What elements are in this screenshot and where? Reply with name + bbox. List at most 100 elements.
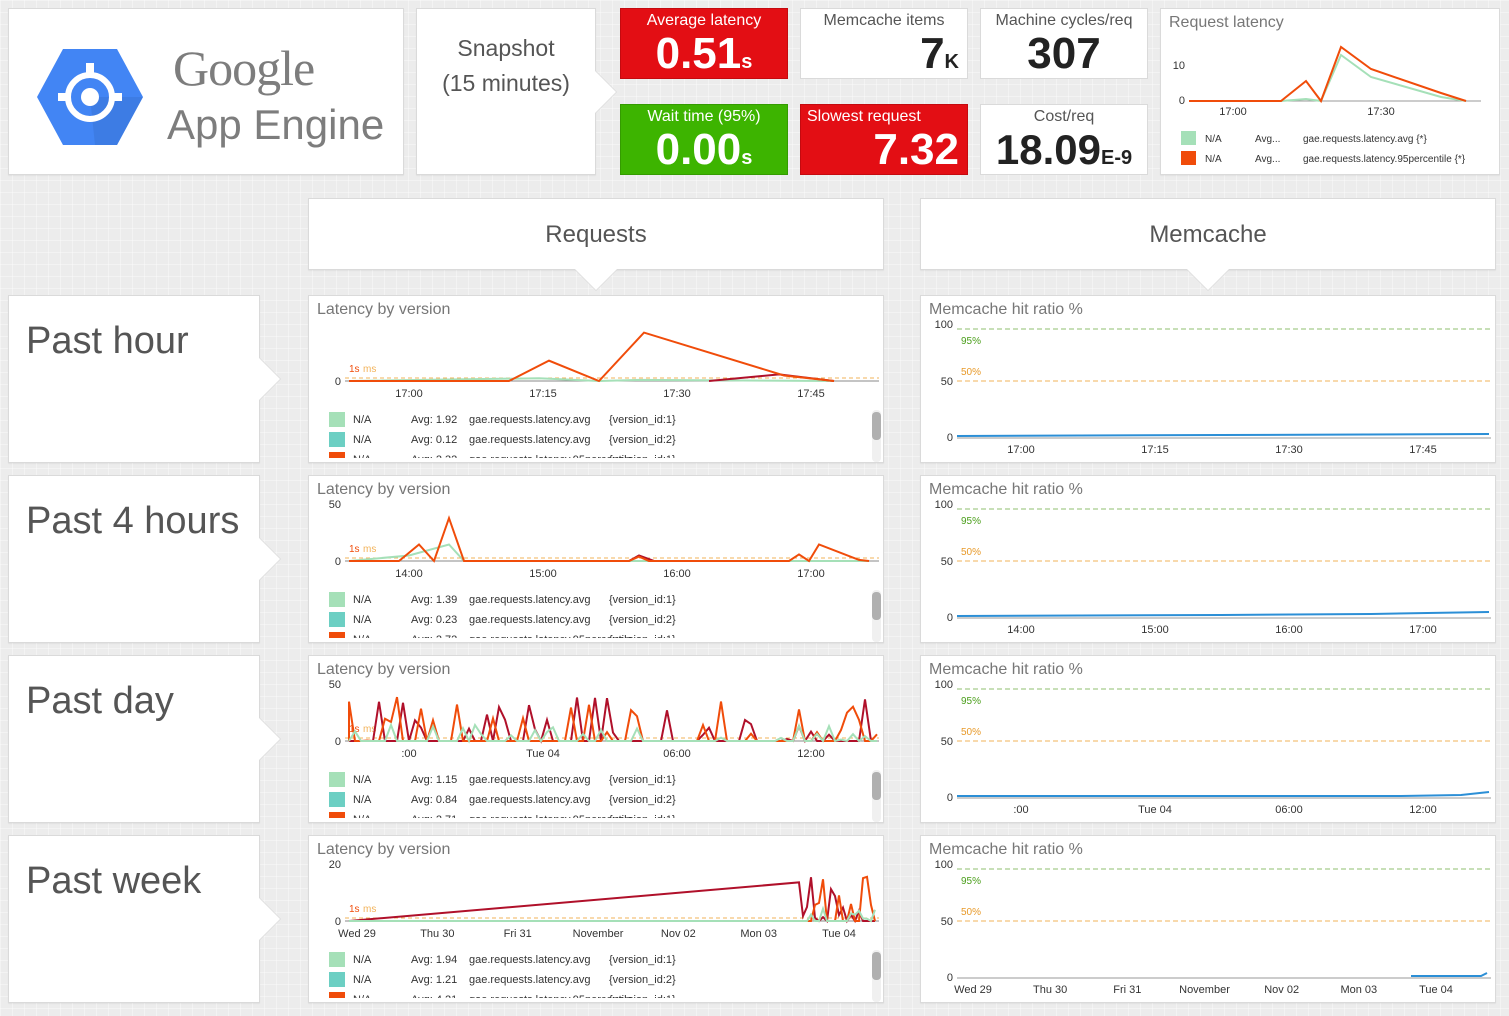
legend-swatch [329,412,345,427]
legend-avg: Avg: 1.39 [411,594,458,606]
latency-chart-past-week[interactable]: Latency by version 20 0 1s ms Wed 29 Thu 30 Fri… [308,835,884,1003]
legend-metric: gae.requests.latency.95percentile [469,814,633,818]
wait-time-tile[interactable]: Wait time (95%) 0.00s [620,104,788,175]
x-tick: 12:00 [797,748,825,760]
legend-metric: gae.requests.latency.avg {*} [1303,134,1427,145]
marker-label: ms [363,544,376,555]
latency-chart-past-hour[interactable]: Latency by version 0 1s ms 17:00 17:15 17:30 17… [308,295,884,463]
tile-label: Memcache items [823,12,945,29]
app-engine-logo-panel: Google App Engine [8,8,404,175]
legend-version: {version_id:2} [609,794,676,806]
threshold-50-label: 50% [961,367,981,378]
legend-row[interactable]: N/A Avg: 1.39 gae.requests.latency.avg {ver… [329,590,869,610]
chart-plot: 20 0 1s ms Wed 29 Thu 30 Fri 31 November Nov 02 M… [329,859,879,940]
memcache-chart-past-week[interactable]: Memcache hit ratio % 100 50 0 95% 50% Wed 29 Th… [920,835,1496,1003]
legend-row[interactable]: N/A Avg: 0.23 gae.requests.latency.avg {ver… [329,610,869,630]
legend-version: {version_id:1} [609,414,676,426]
legend-version: {version_id:2} [609,434,676,446]
legend-row[interactable]: N/A Avg: 1.92 gae.requests.latency.avg {ver… [329,410,869,430]
memcache-chart-past-day[interactable]: Memcache hit ratio % 100 50 0 95% 50%:00 Tue 0… [920,655,1496,823]
y-tick: 0 [947,972,953,984]
marker-label: 1s [349,904,360,915]
cost-per-request-tile[interactable]: Cost/req 18.09E-9 [980,104,1148,175]
legend-row[interactable]: N/A Avg: 4.21 gae.requests.latency.95perce… [329,990,869,998]
legend-na: N/A [353,634,371,638]
y-tick: 50 [329,679,341,691]
tile-value: 0.00s [655,125,753,174]
x-tick: 17:45 [1409,444,1437,456]
memcache-chart-past-4-hours[interactable]: Memcache hit ratio % 100 50 0 95% 50% 14:00 15:… [920,475,1496,643]
legend-swatch [329,812,345,818]
legend-row[interactable]: N/A Avg: 1.15 gae.requests.latency.avg {ver… [329,770,869,790]
legend-metric: gae.requests.latency.avg [469,594,591,606]
memcache-items-tile[interactable]: Memcache items 7K [800,8,968,79]
chart-title: Memcache hit ratio % [929,661,1083,678]
x-tick: 06:00 [1275,804,1303,816]
legend-swatch [1181,151,1196,165]
chart-plot: 50 0 1s ms:00 Tue 04 06:00 12:00 [329,679,879,760]
series-avg-v1 [349,905,876,923]
scrollbar-thumb[interactable] [872,952,881,980]
series-95p-v2 [348,877,875,924]
chart-title: Memcache hit ratio % [929,481,1083,498]
threshold-95-label: 95% [961,336,981,347]
legend-na: N/A [353,794,372,806]
column-title: Memcache [1149,221,1267,248]
marker-label: ms [363,904,376,915]
snapshot-title: Snapshot (15 minutes) [417,31,595,101]
y-tick: 100 [935,859,953,871]
legend-scrollbar[interactable] [872,950,881,1002]
latency-chart-past-day[interactable]: Latency by version 50 0 1s ms:00 Tue 04 06:00 1… [308,655,884,823]
legend-swatch [329,792,345,807]
tile-label: Cost/req [1033,108,1095,125]
legend-scrollbar[interactable] [872,590,881,642]
legend-swatch [329,452,345,458]
legend-metric: gae.requests.latency.95percentile [469,994,633,998]
legend-row[interactable]: N/A Avg: 1.21 gae.requests.latency.avg {ver… [329,970,869,990]
x-tick: Tue 04 [1138,804,1172,816]
logo-brand-text: Google [173,40,315,96]
legend-row[interactable]: N/A Avg: 2.71 gae.requests.latency.95perce… [329,810,869,818]
legend-row[interactable]: N/A Avg: 2.72 gae.requests.latency.95perce… [329,630,869,638]
legend-avg: Avg: 4.21 [411,994,457,998]
legend-row[interactable]: N/A Avg: 1.94 gae.requests.latency.avg {ver… [329,950,869,970]
snapshot-line2: (15 minutes) [442,70,570,96]
legend-metric: gae.requests.latency.95percentile [469,454,633,458]
slowest-request-tile[interactable]: Slowest request 7.32 [800,104,968,175]
x-tick: 17:30 [1367,106,1395,118]
tile-value: 7.32 [873,125,959,174]
machine-cycles-tile[interactable]: Machine cycles/req 307 [980,8,1148,79]
legend-row[interactable]: N/A Avg: 0.12 gae.requests.latency.avg {ver… [329,430,869,450]
latency-chart-past-4-hours[interactable]: Latency by version 50 0 1s ms 14:00 15:00 16:00… [308,475,884,643]
x-tick: 17:00 [1219,106,1247,118]
scrollbar-thumb[interactable] [872,772,881,800]
chart-legend: N/A Avg: 1.39 gae.requests.latency.avg {ver… [329,590,869,638]
legend-scrollbar[interactable] [872,410,881,462]
marker-label: ms [363,364,376,375]
requests-column-header: Requests [308,198,884,291]
legend-metric: gae.requests.latency.avg [469,414,591,426]
legend-swatch [329,612,345,627]
y-tick: 0 [947,792,953,804]
legend-version: {version_id:1} [609,814,676,818]
y-tick: 100 [935,319,953,331]
legend-avg: Avg: 1.92 [411,414,458,426]
scrollbar-thumb[interactable] [872,412,881,440]
x-tick: 17:15 [529,388,557,400]
marker-label: 1s [349,724,360,735]
legend-scrollbar[interactable] [872,770,881,822]
x-tick: 17:00 [797,568,825,580]
chart-title: Latency by version [317,301,451,318]
legend-version: {version_id:2} [609,614,676,626]
legend-row[interactable]: N/A Avg: 2.32 gae.requests.latency.95perce… [329,450,869,458]
threshold-95-label: 95% [961,516,981,527]
legend-avg: Avg... [1255,154,1280,165]
average-latency-tile[interactable]: Average latency 0.51s [620,8,788,79]
x-tick: :00 [1013,804,1028,816]
legend-na: N/A [353,414,372,426]
request-latency-widget[interactable]: Request latency 10 0 17:00 17:30 N/A Avg… [1160,8,1500,175]
series-95p-line [1189,45,1467,104]
scrollbar-thumb[interactable] [872,592,881,620]
memcache-chart-past-hour[interactable]: Memcache hit ratio % 100 50 0 95% 50% 17:00 17:… [920,295,1496,463]
legend-row[interactable]: N/A Avg: 0.84 gae.requests.latency.avg {ver… [329,790,869,810]
